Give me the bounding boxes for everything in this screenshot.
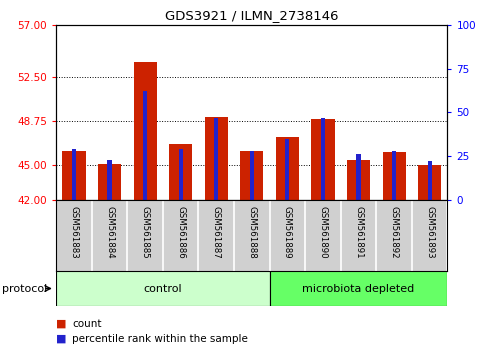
Bar: [56, 271, 269, 306]
Bar: [427, 161, 431, 200]
Bar: [356, 154, 360, 200]
Text: percentile rank within the sample: percentile rank within the sample: [72, 334, 248, 344]
Bar: [382, 152, 405, 200]
Bar: [204, 117, 227, 200]
Text: GSM561893: GSM561893: [424, 206, 433, 258]
Bar: [285, 139, 289, 200]
Text: GSM561891: GSM561891: [353, 206, 362, 258]
Text: GSM561886: GSM561886: [176, 206, 185, 258]
Text: GSM561888: GSM561888: [247, 206, 256, 258]
Bar: [143, 91, 147, 200]
Text: microbiota depleted: microbiota depleted: [302, 284, 414, 293]
Bar: [169, 144, 192, 200]
Bar: [62, 151, 85, 200]
Text: GSM561883: GSM561883: [69, 206, 79, 258]
Text: GSM561885: GSM561885: [141, 206, 149, 258]
Bar: [269, 271, 447, 306]
Text: GSM561889: GSM561889: [283, 206, 291, 258]
Bar: [107, 160, 111, 200]
Bar: [320, 118, 325, 200]
Text: GSM561884: GSM561884: [105, 206, 114, 258]
Text: control: control: [143, 284, 182, 293]
Bar: [275, 137, 298, 200]
Text: protocol: protocol: [2, 284, 48, 293]
Bar: [311, 119, 334, 200]
Text: GSM561890: GSM561890: [318, 206, 327, 258]
Bar: [214, 118, 218, 200]
Text: ■: ■: [56, 319, 66, 329]
Bar: [98, 164, 121, 200]
Bar: [249, 151, 253, 200]
Text: ■: ■: [56, 334, 66, 344]
Bar: [133, 62, 156, 200]
Text: GSM561892: GSM561892: [389, 206, 398, 258]
Bar: [72, 149, 76, 200]
Text: GSM561887: GSM561887: [211, 206, 220, 258]
Bar: [346, 160, 369, 200]
Bar: [240, 151, 263, 200]
Bar: [417, 165, 440, 200]
Bar: [178, 149, 183, 200]
Text: count: count: [72, 319, 102, 329]
Title: GDS3921 / ILMN_2738146: GDS3921 / ILMN_2738146: [165, 9, 338, 22]
Bar: [391, 151, 395, 200]
